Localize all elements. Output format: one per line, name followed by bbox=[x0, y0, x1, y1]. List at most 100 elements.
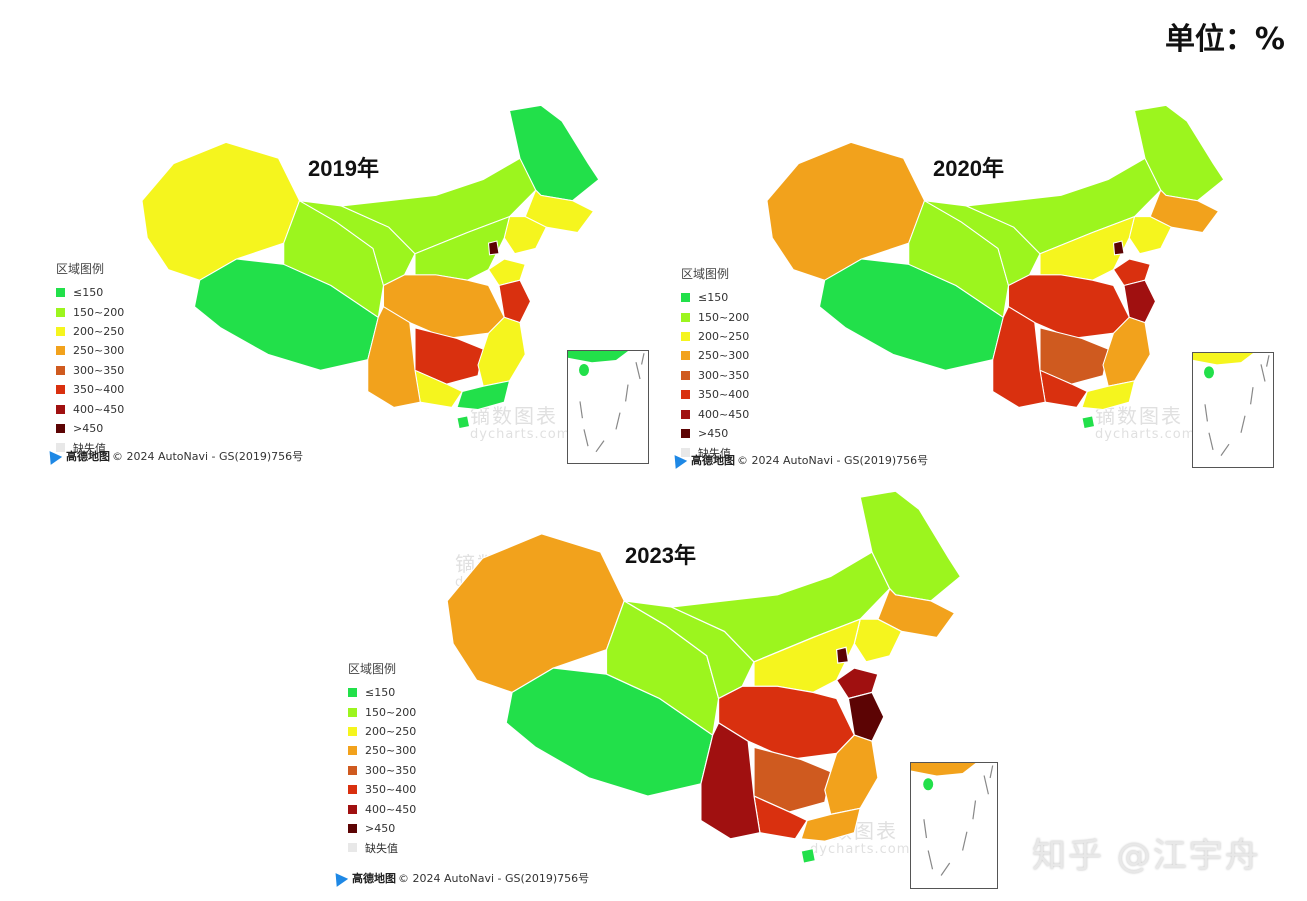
legend-title: 区域图例 bbox=[56, 262, 105, 276]
legend-item: 400~450 bbox=[56, 399, 124, 418]
legend-swatch bbox=[56, 423, 65, 433]
inset-map bbox=[911, 763, 994, 876]
nine-dash-line-segment bbox=[579, 401, 583, 419]
legend-label: 150~200 bbox=[73, 305, 125, 319]
map-legend: 区域图例 ≤150 150~200 200~250 250~300 300~350 350~… bbox=[56, 260, 124, 458]
legend-label: 350~400 bbox=[365, 783, 417, 797]
legend-item: 400~450 bbox=[348, 799, 416, 818]
region-sichuan-yunnan bbox=[367, 305, 421, 408]
region-xinjiang bbox=[141, 141, 301, 281]
legend-item: 150~200 bbox=[56, 302, 124, 321]
legend-item: 200~250 bbox=[56, 322, 124, 341]
legend-label: >450 bbox=[698, 426, 729, 440]
region-hainan bbox=[456, 415, 471, 430]
amap-logo-icon bbox=[329, 869, 349, 887]
legend-label: 300~350 bbox=[73, 363, 125, 377]
legend-label: ≤150 bbox=[365, 686, 396, 700]
unit-label: 单位：% bbox=[1164, 22, 1285, 57]
legend-swatch bbox=[56, 404, 65, 414]
region-beijing bbox=[487, 240, 500, 256]
credit-text: © 2024 AutoNavi - GS(2019)756号 bbox=[112, 450, 304, 463]
legend-label: 400~450 bbox=[73, 402, 125, 416]
legend-swatch bbox=[348, 688, 357, 698]
legend-label: 250~300 bbox=[73, 344, 125, 358]
nine-dash-line-segment bbox=[1204, 404, 1208, 422]
legend-swatch bbox=[348, 804, 357, 814]
zhihu-watermark: 知乎 @江宇舟 bbox=[1032, 836, 1261, 876]
legend-item: >450 bbox=[348, 819, 416, 838]
legend-item: 400~450 bbox=[681, 404, 749, 423]
legend-item: 缺失值 bbox=[56, 438, 124, 457]
nine-dash-line-segment bbox=[595, 440, 605, 453]
region-sichuan-yunnan bbox=[992, 305, 1046, 408]
region-shandong bbox=[1112, 258, 1151, 287]
inset-mainland bbox=[1193, 353, 1253, 365]
legend-label: ≤150 bbox=[698, 291, 729, 305]
legend-label: >450 bbox=[73, 421, 104, 435]
nine-dash-line-segment bbox=[962, 831, 968, 851]
legend-label: 200~250 bbox=[365, 724, 417, 738]
region-hainan bbox=[1081, 415, 1096, 430]
legend-label: >450 bbox=[365, 821, 396, 835]
legend-label: ≤150 bbox=[73, 286, 104, 300]
nine-dash-line-segment bbox=[1240, 415, 1246, 433]
legend-label: 缺失值 bbox=[73, 441, 106, 455]
legend-swatch bbox=[348, 823, 357, 833]
nine-dash-line-segment bbox=[635, 362, 641, 380]
region-beijing bbox=[835, 646, 850, 664]
legend-label: 200~250 bbox=[698, 329, 750, 343]
region-shandong bbox=[487, 258, 526, 287]
south-china-sea-inset bbox=[1192, 352, 1274, 468]
legend-swatch bbox=[681, 390, 690, 400]
legend-title: 区域图例 bbox=[348, 662, 397, 676]
legend-item: 200~250 bbox=[681, 327, 749, 346]
amap-logo-icon bbox=[43, 447, 63, 465]
credit-brand: 高德地图 bbox=[66, 450, 110, 463]
legend-item: 300~350 bbox=[348, 761, 416, 780]
china-choropleth-map bbox=[446, 490, 962, 864]
china-choropleth-map bbox=[766, 104, 1225, 430]
nine-dash-line-segment bbox=[583, 429, 589, 447]
nine-dash-line-segment bbox=[1250, 387, 1254, 405]
region-jiangsu bbox=[1123, 279, 1157, 324]
legend-label: 350~400 bbox=[73, 383, 125, 397]
region-heilongjiang bbox=[1133, 104, 1225, 202]
region-heilongjiang bbox=[508, 104, 600, 202]
legend-label: 350~400 bbox=[698, 388, 750, 402]
map-year-title: 2020年 bbox=[933, 156, 1004, 181]
legend-swatch bbox=[348, 843, 357, 853]
map-credit: 高德地图 © 2024 AutoNavi - GS(2019)756号 bbox=[43, 447, 304, 465]
region-beijing bbox=[1112, 240, 1125, 256]
legend-item: 300~350 bbox=[681, 366, 749, 385]
region-guangdong bbox=[800, 807, 861, 842]
legend-swatch bbox=[56, 346, 65, 356]
inset-map bbox=[568, 351, 645, 453]
legend-label: 400~450 bbox=[365, 802, 417, 816]
map-credit: 高德地图 © 2024 AutoNavi - GS(2019)756号 bbox=[329, 869, 589, 887]
nine-dash-line-segment bbox=[923, 819, 928, 839]
legend-swatch bbox=[681, 293, 690, 303]
nine-dash-line-segment bbox=[1220, 443, 1230, 456]
region-jiangsu bbox=[498, 279, 532, 324]
map-year-title: 2023年 bbox=[625, 543, 696, 568]
legend-item: ≤150 bbox=[681, 288, 749, 307]
legend-item: ≤150 bbox=[56, 283, 124, 302]
region-xinjiang bbox=[766, 141, 926, 281]
legend-swatch bbox=[681, 351, 690, 361]
legend-swatch bbox=[348, 707, 357, 717]
legend-label: 250~300 bbox=[698, 349, 750, 363]
legend-swatch bbox=[56, 443, 65, 453]
legend-item: 250~300 bbox=[681, 346, 749, 365]
legend-item: 250~300 bbox=[348, 741, 416, 760]
nine-dash-line-segment bbox=[940, 862, 951, 876]
region-xinjiang bbox=[446, 533, 625, 694]
region-south-east bbox=[477, 316, 526, 387]
region-shandong bbox=[835, 667, 879, 700]
legend-label: 缺失值 bbox=[698, 446, 731, 460]
china-choropleth-map bbox=[141, 104, 600, 430]
legend-item: 150~200 bbox=[348, 702, 416, 721]
